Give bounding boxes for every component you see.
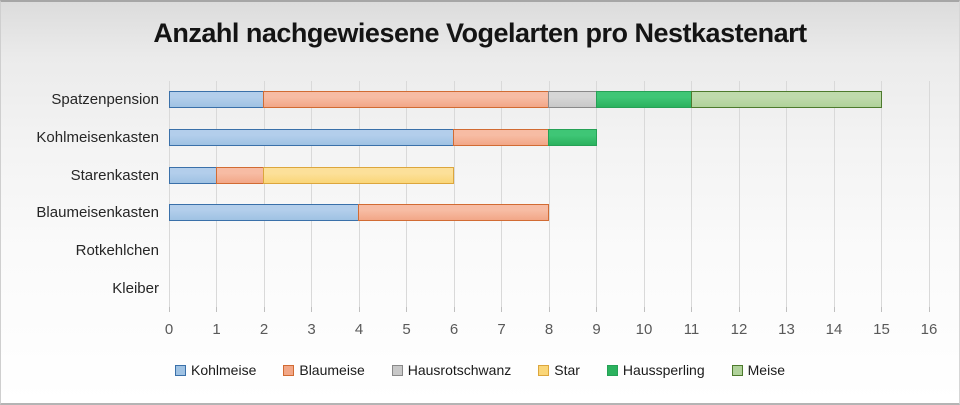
x-tick-label: 7 [497, 321, 506, 338]
x-tick-label: 4 [354, 321, 364, 338]
gridline [358, 81, 360, 307]
gridline [216, 81, 217, 307]
x-tick-label: 14 [825, 321, 843, 338]
x-tick-label: 2 [259, 321, 269, 338]
bar-segment-meise [690, 91, 882, 109]
x-tick-label: 10 [635, 321, 653, 338]
legend-swatch-kohlmeise [174, 364, 186, 376]
axis-tick [263, 307, 265, 312]
legend-swatch-meise [731, 364, 743, 376]
gridline [643, 81, 645, 307]
gridline [928, 81, 930, 307]
axis-tick [311, 307, 312, 312]
axis-tick [786, 307, 787, 312]
legend-label: Haussperling [622, 362, 705, 378]
bar-segment-haussperling [595, 91, 692, 109]
bar-segment-kohlmeise [169, 166, 217, 184]
legend-item-meise: Meise [731, 362, 785, 378]
category-label: Kohlmeisenkasten [36, 129, 159, 146]
x-axis-labels: 0 1 2 3 4 5 6 7 8 9 10 11 12 13 14 15 16 [165, 321, 938, 341]
gridline [263, 81, 265, 307]
category-label: Rotkehlchen [75, 242, 159, 259]
axis-tick [691, 307, 692, 312]
gridline [596, 81, 597, 307]
gridline [833, 81, 835, 307]
legend-swatch-hausrotschwanz [391, 364, 403, 376]
bar-segment-kohlmeise [169, 204, 359, 222]
legend-label: Kohlmeise [190, 362, 257, 378]
bar-segment-star [263, 166, 454, 184]
bar-segment-kohlmeise [169, 129, 454, 146]
x-tick-label: 6 [449, 321, 459, 338]
gridline [453, 81, 455, 307]
axis-tick [216, 307, 217, 312]
legend: Kohlmeise Blaumeise Hausrotschwanz Star Haus… [1, 362, 959, 378]
legend-swatch-haussperling [606, 364, 618, 376]
axis-tick [453, 307, 455, 312]
bar-segment-blaumeise [263, 91, 549, 109]
axis-tick [168, 307, 170, 312]
gridline [738, 81, 740, 307]
x-tick-label: 9 [592, 321, 601, 338]
x-tick-label: 8 [544, 321, 554, 338]
legend-item-blaumeise: Blaumeise [283, 362, 365, 378]
axis-tick [928, 307, 930, 312]
bar-segment-blaumeise [453, 129, 549, 146]
legend-label: Blaumeise [299, 362, 365, 378]
bar-segment-haussperling [548, 129, 597, 146]
y-axis-category-labels: Spatzenpension Kohlmeisenkasten Starenkast… [1, 81, 159, 307]
axis-tick [881, 307, 882, 312]
gridline [691, 81, 692, 307]
legend-item-star: Star [538, 362, 580, 378]
category-label: Starenkasten [70, 166, 159, 184]
category-label: Blaumeisenkasten [36, 204, 159, 222]
bar-segment-blaumeise [358, 204, 549, 222]
bar-segment-blaumeise [215, 166, 264, 184]
legend-item-hausrotschwanz: Hausrotschwanz [391, 362, 512, 378]
gridline [786, 81, 787, 307]
axis-tick [358, 307, 360, 312]
chart-title: Anzahl nachgewiesene Vogelarten pro Nest… [153, 18, 807, 48]
x-tick-label: 5 [402, 321, 411, 338]
axis-tick [406, 307, 407, 312]
bar-segment-kohlmeise [169, 91, 264, 109]
axis-tick [643, 307, 645, 312]
plot-area [168, 81, 930, 312]
x-tick-label: 12 [730, 321, 748, 338]
category-label: Spatzenpension [51, 91, 159, 109]
axis-tick [501, 307, 502, 312]
gridline [168, 81, 170, 307]
gridline [881, 81, 882, 307]
x-tick-label: 3 [307, 321, 316, 338]
gridline [548, 81, 550, 307]
axis-tick [548, 307, 550, 312]
axis-tick [738, 307, 740, 312]
legend-label: Star [554, 362, 580, 378]
legend-item-haussperling: Haussperling [606, 362, 705, 378]
bar-segment-hausrotschwanz [548, 91, 597, 109]
legend-item-kohlmeise: Kohlmeise [174, 362, 257, 378]
axis-tick [833, 307, 835, 312]
legend-label: Meise [747, 362, 785, 378]
gridline [406, 81, 407, 307]
gridline [501, 81, 502, 307]
x-tick-label: 16 [920, 321, 938, 338]
x-tick-label: 1 [212, 321, 221, 338]
legend-label: Hausrotschwanz [407, 362, 512, 378]
axis-tick [596, 307, 597, 312]
x-tick-label: 13 [778, 321, 795, 338]
legend-swatch-blaumeise [283, 364, 295, 376]
x-tick-label: 11 [683, 321, 700, 338]
x-tick-label: 0 [164, 321, 174, 338]
legend-swatch-star [538, 364, 550, 376]
gridline [311, 81, 312, 307]
x-tick-label: 15 [873, 321, 890, 338]
category-label: Kleiber [112, 279, 159, 297]
